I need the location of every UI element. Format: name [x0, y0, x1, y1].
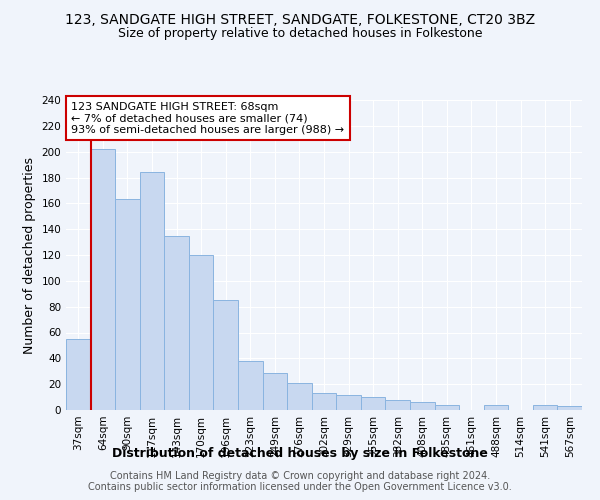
- Text: 123 SANDGATE HIGH STREET: 68sqm
← 7% of detached houses are smaller (74)
93% of : 123 SANDGATE HIGH STREET: 68sqm ← 7% of …: [71, 102, 344, 134]
- Text: Contains HM Land Registry data © Crown copyright and database right 2024.: Contains HM Land Registry data © Crown c…: [110, 471, 490, 481]
- Bar: [140, 172, 164, 410]
- Bar: [336, 394, 361, 410]
- Bar: [484, 405, 508, 410]
- Text: 123, SANDGATE HIGH STREET, SANDGATE, FOLKESTONE, CT20 3BZ: 123, SANDGATE HIGH STREET, SANDGATE, FOL…: [65, 12, 535, 26]
- Bar: [385, 400, 410, 410]
- Bar: [66, 339, 91, 410]
- Text: Distribution of detached houses by size in Folkestone: Distribution of detached houses by size …: [112, 448, 488, 460]
- Bar: [287, 383, 312, 410]
- Bar: [361, 397, 385, 410]
- Text: Size of property relative to detached houses in Folkestone: Size of property relative to detached ho…: [118, 28, 482, 40]
- Bar: [115, 200, 140, 410]
- Bar: [434, 405, 459, 410]
- Text: Contains public sector information licensed under the Open Government Licence v3: Contains public sector information licen…: [88, 482, 512, 492]
- Bar: [238, 361, 263, 410]
- Bar: [312, 393, 336, 410]
- Bar: [91, 149, 115, 410]
- Bar: [263, 372, 287, 410]
- Bar: [164, 236, 189, 410]
- Bar: [189, 255, 214, 410]
- Bar: [533, 405, 557, 410]
- Bar: [214, 300, 238, 410]
- Y-axis label: Number of detached properties: Number of detached properties: [23, 156, 36, 354]
- Bar: [410, 402, 434, 410]
- Bar: [557, 406, 582, 410]
